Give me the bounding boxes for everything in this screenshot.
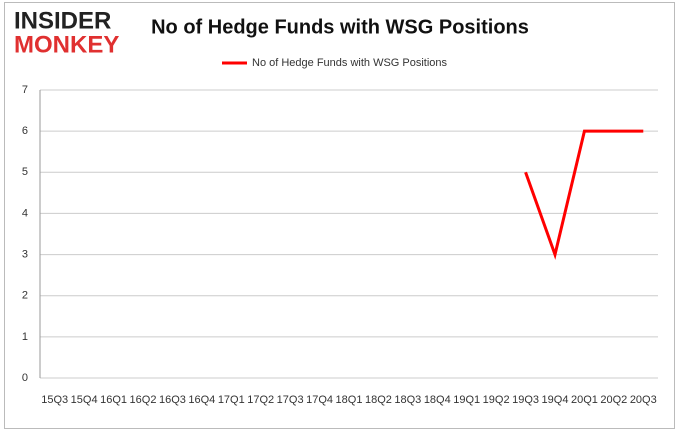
x-tick-label: 15Q3 [41, 394, 68, 406]
y-tick-label: 2 [22, 290, 28, 302]
x-tick-label: 16Q3 [159, 394, 186, 406]
x-tick-label: 18Q1 [336, 394, 363, 406]
legend-label: No of Hedge Funds with WSG Positions [252, 57, 448, 69]
line-series [524, 129, 644, 260]
y-tick-label: 0 [22, 372, 28, 384]
y-tick-label: 4 [22, 207, 28, 219]
x-tick-label: 20Q2 [600, 394, 627, 406]
x-tick-label: 19Q1 [453, 394, 480, 406]
x-tick-label: 16Q4 [188, 394, 215, 406]
x-tick-label: 19Q2 [483, 394, 510, 406]
x-tick-label: 20Q1 [571, 394, 598, 406]
x-tick-label: 18Q3 [394, 394, 421, 406]
x-tick-label: 20Q3 [630, 394, 657, 406]
y-tick-label: 7 [22, 84, 28, 96]
x-tick-label: 17Q1 [218, 394, 245, 406]
x-tick-label: 16Q2 [130, 394, 157, 406]
x-tick-label: 17Q2 [247, 394, 274, 406]
y-tick-label: 1 [22, 331, 28, 343]
x-tick-label: 19Q4 [542, 394, 569, 406]
x-tick-label: 18Q2 [365, 394, 392, 406]
x-tick-label: 15Q4 [71, 394, 98, 406]
chart-title: No of Hedge Funds with WSG Positions [151, 16, 529, 38]
x-tick-label: 19Q3 [512, 394, 539, 406]
x-tick-label: 17Q4 [306, 394, 333, 406]
x-tick-label: 16Q1 [100, 394, 127, 406]
x-tick-label: 18Q4 [424, 394, 451, 406]
y-tick-label: 5 [22, 166, 28, 178]
logo-top: INSIDER [14, 7, 111, 34]
x-tick-label: 17Q3 [277, 394, 304, 406]
y-tick-label: 3 [22, 248, 28, 260]
logo-bottom: MONKEY [14, 31, 119, 58]
y-tick-label: 6 [22, 125, 28, 137]
